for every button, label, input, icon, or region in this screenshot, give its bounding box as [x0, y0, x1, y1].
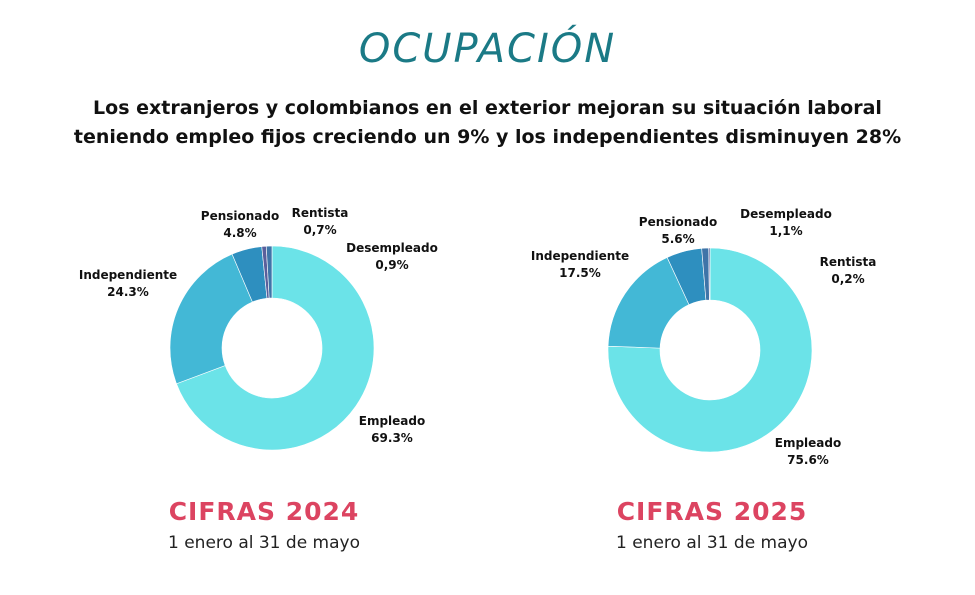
- donut-svg-2025: [607, 247, 813, 453]
- page-title: OCUPACIÓN: [358, 26, 617, 72]
- donut-svg-2024: [169, 245, 375, 451]
- page-subtitle: Los extranjeros y colombianos en el exte…: [40, 94, 935, 152]
- cifras-2025-period: 1 enero al 31 de mayo: [615, 533, 808, 553]
- label-name: Independiente: [530, 249, 630, 263]
- label-rentista-2024: Rentista 0,7%: [292, 205, 349, 239]
- label-name: Pensionado: [638, 215, 718, 229]
- label-name: Rentista: [819, 255, 877, 269]
- label-rentista-2025: Rentista 0,2%: [820, 254, 877, 288]
- label-value: 1,1%: [769, 224, 803, 238]
- label-name: Rentista: [291, 206, 349, 220]
- label-value: 0,2%: [831, 272, 865, 286]
- label-empleado-2024: Empleado 69.3%: [359, 413, 425, 447]
- slice-empleado: [607, 247, 813, 453]
- label-value: 69.3%: [371, 431, 413, 445]
- slice-rentista: [708, 247, 711, 301]
- label-name: Independiente: [78, 268, 178, 282]
- donut-chart-2024: Independiente 24.3% Pensionado 4.8% Rent…: [72, 195, 472, 575]
- label-independiente-2024: Independiente 24.3%: [79, 267, 177, 301]
- cifras-2024-heading: CIFRAS 2024: [168, 497, 360, 526]
- label-name: Desempleado: [346, 241, 438, 255]
- subtitle-line-1: Los extranjeros y colombianos en el exte…: [93, 97, 882, 119]
- label-pensionado-2024: Pensionado 4.8%: [201, 208, 279, 242]
- label-value: 24.3%: [107, 285, 149, 299]
- label-value: 4.8%: [223, 226, 257, 240]
- label-empleado-2025: Empleado 75.6%: [775, 435, 841, 469]
- slice-desempleado: [265, 245, 273, 299]
- slice-empleado: [176, 245, 375, 451]
- label-pensionado-2025: Pensionado 5.6%: [639, 214, 717, 248]
- label-name: Empleado: [774, 436, 842, 450]
- label-value: 75.6%: [787, 453, 829, 467]
- label-value: 0,9%: [375, 258, 409, 272]
- label-independiente-2025: Independiente 17.5%: [531, 248, 629, 282]
- label-value: 17.5%: [559, 266, 601, 280]
- label-desempleado-2025: Desempleado 1,1%: [740, 206, 832, 240]
- label-value: 5.6%: [661, 232, 695, 246]
- label-name: Pensionado: [200, 209, 280, 223]
- cifras-2024-period: 1 enero al 31 de mayo: [167, 533, 360, 553]
- donut-chart-2025: Independiente 17.5% Pensionado 5.6% Dese…: [510, 195, 910, 575]
- label-value: 0,7%: [303, 223, 337, 237]
- cifras-2025-heading: CIFRAS 2025: [616, 497, 808, 526]
- slice-independiente: [169, 253, 253, 385]
- label-desempleado-2024: Desempleado 0,9%: [346, 240, 438, 274]
- subtitle-line-2: teniendo empleo fijos creciendo un 9% y …: [73, 126, 902, 148]
- label-name: Desempleado: [740, 207, 832, 221]
- label-name: Empleado: [358, 414, 426, 428]
